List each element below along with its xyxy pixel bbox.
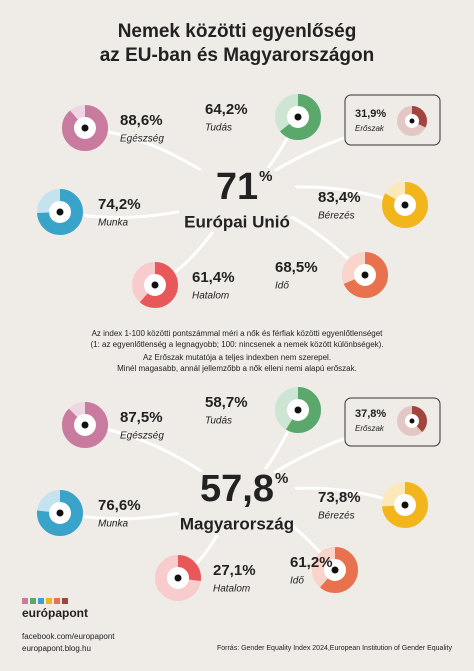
domain-name: Hatalom xyxy=(213,584,250,595)
note: Az Erőszak mutatója a teljes indexben ne… xyxy=(143,353,331,362)
score-unit: % xyxy=(259,168,272,185)
donut-arc xyxy=(342,252,388,298)
domain-name: Erőszak xyxy=(355,124,385,133)
donut-dot xyxy=(81,124,89,132)
donut-dot xyxy=(409,118,415,124)
center-bg xyxy=(175,163,299,235)
domain-name: Bérezés xyxy=(318,211,355,222)
domain-value: 68,5% xyxy=(275,259,318,276)
domain-name: Erőszak xyxy=(355,424,385,433)
logo-squares xyxy=(22,598,68,604)
domain-name: Egészség xyxy=(120,431,164,442)
donut-arc xyxy=(382,182,428,228)
link: facebook.com/europapont xyxy=(22,632,115,641)
link: europapont.blog.hu xyxy=(22,644,91,653)
domain-name: Egészség xyxy=(120,134,164,145)
score: 71 xyxy=(216,166,258,208)
title: az EU-ban és Magyarországon xyxy=(100,45,375,66)
donut-arc xyxy=(397,406,427,436)
domain-value: 83,4% xyxy=(318,189,361,206)
domain-value: 58,7% xyxy=(205,394,248,411)
domain-name: Hatalom xyxy=(192,291,229,302)
section-name: Európai Unió xyxy=(184,212,290,231)
donut-dot xyxy=(56,208,64,216)
donut-arc xyxy=(397,106,427,136)
donut-arc xyxy=(382,482,428,528)
donut-arc xyxy=(37,189,83,235)
note: Minél magasabb, annál jellemzőbb a nők e… xyxy=(117,364,357,373)
domain-name: Bérezés xyxy=(318,511,355,522)
donut-dot xyxy=(81,421,89,429)
section-name: Magyarország xyxy=(180,514,294,533)
domain-name: Tudás xyxy=(205,416,232,427)
donut-dot xyxy=(56,509,64,517)
donut-arc xyxy=(155,555,201,601)
domain-value: 27,1% xyxy=(213,562,256,579)
domain-value: 64,2% xyxy=(205,101,248,118)
domain-value: 76,6% xyxy=(98,497,141,514)
donut-dot xyxy=(151,281,159,289)
donut-dot xyxy=(401,201,409,209)
domain-value: 61,2% xyxy=(290,554,333,571)
center-bg xyxy=(175,465,299,537)
domain-value: 88,6% xyxy=(120,112,163,129)
title: Nemek közötti egyenlőség xyxy=(118,21,357,42)
domain-name: Idő xyxy=(290,576,304,587)
donut-dot xyxy=(331,566,339,574)
domain-name: Idő xyxy=(275,281,289,292)
donut-dot xyxy=(409,418,415,424)
donut-arc xyxy=(312,547,358,593)
score: 57,8 xyxy=(200,468,274,510)
domain-value: 74,2% xyxy=(98,196,141,213)
domain-name: Tudás xyxy=(205,123,232,134)
donut-arc xyxy=(275,94,321,140)
donut-arc xyxy=(62,402,108,448)
logo: európapont xyxy=(22,606,88,620)
source: Forrás: Gender Equality Index 2024,Europ… xyxy=(217,645,453,652)
donut-dot xyxy=(401,501,409,509)
donut-dot xyxy=(174,574,182,582)
domain-value: 87,5% xyxy=(120,409,163,426)
note: Az index 1-100 közötti pontszámmal méri … xyxy=(92,329,384,338)
donut-dot xyxy=(294,113,302,121)
domain-name: Munka xyxy=(98,218,128,229)
donut-arc xyxy=(62,105,108,151)
domain-value: 37,8% xyxy=(355,408,386,420)
donut-dot xyxy=(294,406,302,414)
domain-value: 61,4% xyxy=(192,269,235,286)
donut-arc xyxy=(275,387,321,433)
score-unit: % xyxy=(275,470,288,487)
domain-value: 73,8% xyxy=(318,489,361,506)
domain-name: Munka xyxy=(98,519,128,530)
domain-value: 31,9% xyxy=(355,108,386,120)
donut-dot xyxy=(361,271,369,279)
donut-arc xyxy=(132,262,178,308)
donut-arc xyxy=(37,490,83,536)
note: (1: az egyenlőtlenség a legnagyobb; 100:… xyxy=(90,340,383,349)
